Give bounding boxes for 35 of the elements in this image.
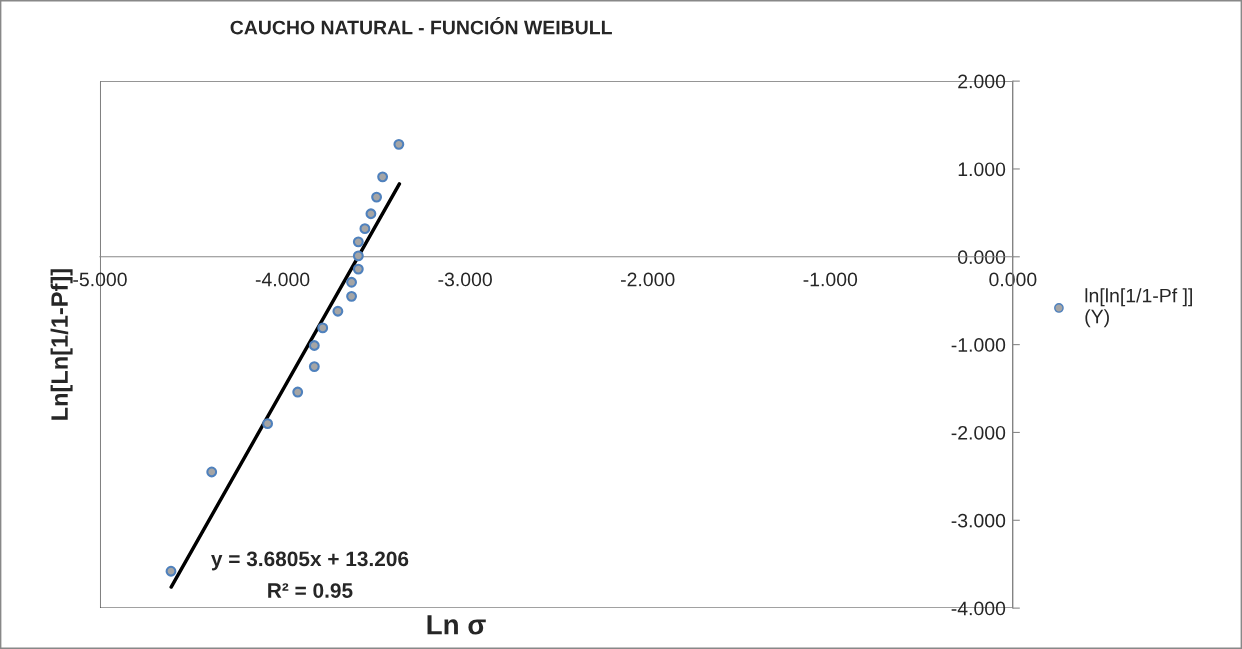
- annotation: y = 3.6805x + 13.206: [211, 551, 409, 571]
- point: [371, 191, 383, 203]
- point: [377, 171, 389, 183]
- y-tick-label: -1.000: [951, 338, 1006, 352]
- point: [352, 236, 364, 248]
- point: [346, 290, 357, 302]
- y-tick-label: -3.000: [951, 513, 1006, 528]
- point: [308, 361, 320, 373]
- y-tick-label: 0.000: [958, 250, 1006, 265]
- point: [359, 223, 371, 235]
- y-axis-title: Ln[Ln[1/1-Pf]]: [50, 269, 73, 420]
- point: [346, 276, 357, 288]
- chart-title: CAUCHO NATURAL - FUNCIÓN WEIBULL: [230, 17, 612, 35]
- point: [365, 208, 377, 220]
- x-tick-label: -4.000: [255, 272, 310, 287]
- point: [206, 466, 218, 478]
- x-tick-label: -2.000: [621, 272, 675, 287]
- annotation: R² = 0.95: [268, 583, 353, 598]
- y-tick-label: 1.000: [958, 162, 1006, 177]
- y-tick-label: 2.000: [958, 74, 1006, 89]
- x-axis-title: Ln σ: [427, 615, 486, 635]
- point: [352, 250, 364, 262]
- point: [165, 565, 177, 577]
- point: [292, 386, 304, 398]
- point: [393, 138, 405, 150]
- x-tick-label: -1.000: [803, 272, 858, 287]
- point: [317, 322, 329, 334]
- legend-label: ln[ln[1/1-Pf ]] (Y): [1085, 288, 1192, 328]
- y-tick-label: -4.000: [951, 601, 1006, 616]
- point: [308, 340, 320, 351]
- point: [352, 263, 364, 275]
- y-tick-label: -2.000: [951, 425, 1006, 440]
- point: [262, 418, 274, 430]
- point: [332, 305, 344, 317]
- x-tick-label: -3.000: [438, 272, 492, 287]
